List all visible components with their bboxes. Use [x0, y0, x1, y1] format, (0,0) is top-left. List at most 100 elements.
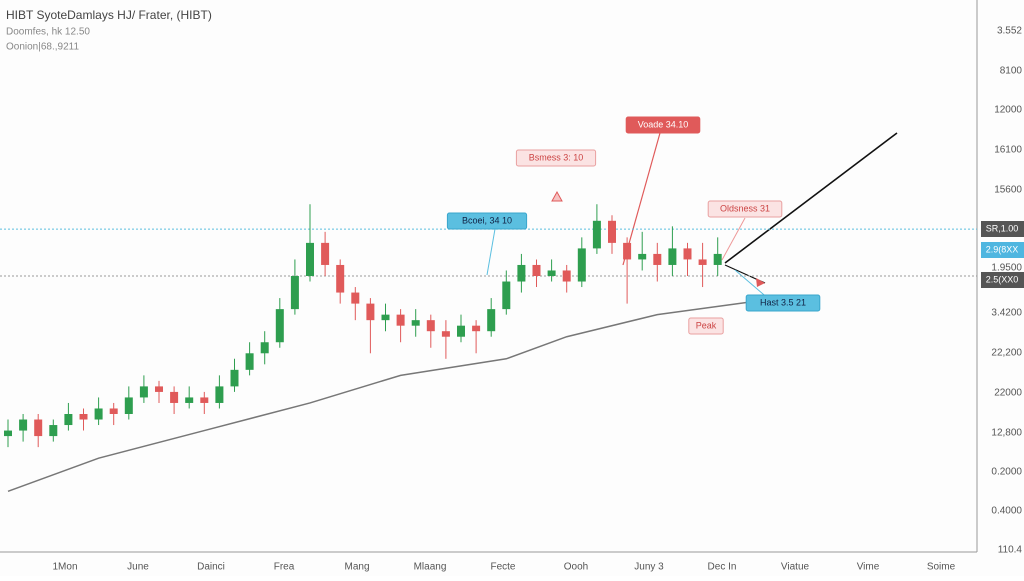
- candle-body: [336, 264, 345, 293]
- annotation-box: [688, 317, 724, 335]
- candle-body: [260, 342, 269, 354]
- candle-body: [502, 281, 511, 310]
- annotation-box: [515, 149, 597, 167]
- y-axis-label: 12,800: [991, 428, 1022, 439]
- candle-body: [457, 325, 465, 337]
- candle-body: [79, 414, 88, 420]
- candle-body: [34, 419, 43, 437]
- candle-body: [49, 425, 58, 437]
- candle-body: [275, 309, 284, 343]
- y-axis-label: 3.4200: [991, 308, 1022, 319]
- x-axis-label: Dainci: [197, 562, 225, 573]
- candle-body: [426, 320, 435, 332]
- candle-body: [487, 309, 496, 332]
- candle-body: [592, 220, 601, 249]
- annotation-label: Peak: [696, 320, 717, 330]
- candle-body: [109, 408, 118, 414]
- annotation-label: Oldsness 31: [720, 203, 770, 213]
- y-axis-label: 8100: [1000, 66, 1023, 77]
- y-axis-label: 3.552: [997, 26, 1022, 37]
- candle-body: [366, 303, 375, 321]
- annotation-box: [625, 116, 701, 134]
- annotation-box: [446, 212, 528, 230]
- x-axis-label: Vime: [857, 562, 880, 573]
- candle-body: [94, 408, 103, 420]
- candle-body: [472, 325, 481, 332]
- x-axis-label: Viatue: [781, 562, 810, 573]
- candle-body: [668, 248, 677, 265]
- candle-body: [441, 331, 450, 337]
- candle-body: [683, 248, 692, 260]
- candle-body: [19, 419, 28, 431]
- candle-body: [139, 386, 148, 398]
- arrow-head: [756, 278, 765, 287]
- candle-body: [170, 391, 179, 403]
- y-axis-label: 1.9500: [991, 263, 1022, 274]
- candle-body: [155, 386, 163, 392]
- candle-body: [4, 430, 12, 437]
- x-axis-label: Dec In: [708, 562, 737, 573]
- moving-average: [7, 299, 764, 492]
- candle-body: [64, 414, 73, 426]
- price-tag-label: 2.5(XX0: [986, 274, 1019, 284]
- y-axis-label: 0.4000: [991, 506, 1022, 517]
- y-axis-label: 16100: [994, 145, 1022, 156]
- candle-body: [698, 259, 707, 265]
- x-axis-label: Mang: [344, 562, 369, 573]
- y-axis-label: 15600: [994, 185, 1022, 196]
- trend-line: [724, 132, 898, 264]
- candle-body: [185, 397, 194, 403]
- annotation-label: Bcoei, 34 10: [462, 215, 512, 225]
- y-axis-label: 110.4: [998, 545, 1023, 556]
- subtitle: Oonion|68.,9211: [6, 42, 79, 53]
- y-axis-label: 22,200: [991, 348, 1022, 359]
- annotation-box: [707, 200, 783, 218]
- candle-body: [230, 369, 239, 387]
- candle-body: [623, 242, 632, 260]
- price-tag: [981, 242, 1024, 258]
- candle-body: [351, 292, 360, 304]
- candle-body: [124, 397, 133, 414]
- candle-body: [653, 253, 662, 265]
- x-axis-label: Soime: [927, 562, 956, 573]
- annotation-label: Voade 34.10: [638, 119, 689, 129]
- candle-body: [547, 270, 556, 276]
- price-tag: [981, 272, 1024, 288]
- candle-body: [713, 253, 722, 265]
- candle-body: [381, 314, 390, 321]
- price-tag-label: SR,1.00: [986, 223, 1019, 233]
- y-axis-label: 22000: [994, 388, 1022, 399]
- candle-body: [215, 386, 224, 403]
- x-axis-label: Oooh: [564, 562, 588, 573]
- candle-body: [577, 248, 586, 282]
- annotation-label: Hast 3.5 21: [760, 297, 806, 307]
- price-tag: [981, 221, 1024, 237]
- annotation-pointer: [486, 228, 496, 276]
- y-axis-label: 0.2000: [991, 467, 1022, 478]
- x-axis-label: Frea: [274, 562, 295, 573]
- x-axis-label: Juny 3: [634, 562, 664, 573]
- candle-body: [200, 397, 209, 403]
- y-axis-label: 12000: [994, 105, 1022, 116]
- x-axis-label: 1Mon: [52, 562, 77, 573]
- triangle-marker: [551, 190, 563, 202]
- candle-body: [306, 242, 314, 276]
- annotation-box: [745, 294, 821, 312]
- candle-body: [532, 264, 541, 276]
- price-tag-label: 2.9(8XX: [986, 244, 1019, 254]
- chart-title: HIBT SyoteDamlays HJ/ Frater, (HIBT): [6, 8, 212, 22]
- candle-body: [245, 353, 254, 370]
- candle-body: [638, 253, 647, 260]
- annotation-label: Bsmess 3: 10: [529, 152, 584, 162]
- subtitle: Doomfes, hk 12.50: [6, 27, 90, 38]
- x-axis-label: Mlaang: [414, 562, 447, 573]
- annotation-pointer: [721, 217, 746, 261]
- candle-body: [608, 220, 616, 243]
- candle-body: [321, 242, 330, 265]
- x-axis-label: June: [127, 562, 149, 573]
- candle-body: [411, 320, 420, 326]
- candle-body: [290, 276, 299, 310]
- candle-body: [517, 264, 526, 282]
